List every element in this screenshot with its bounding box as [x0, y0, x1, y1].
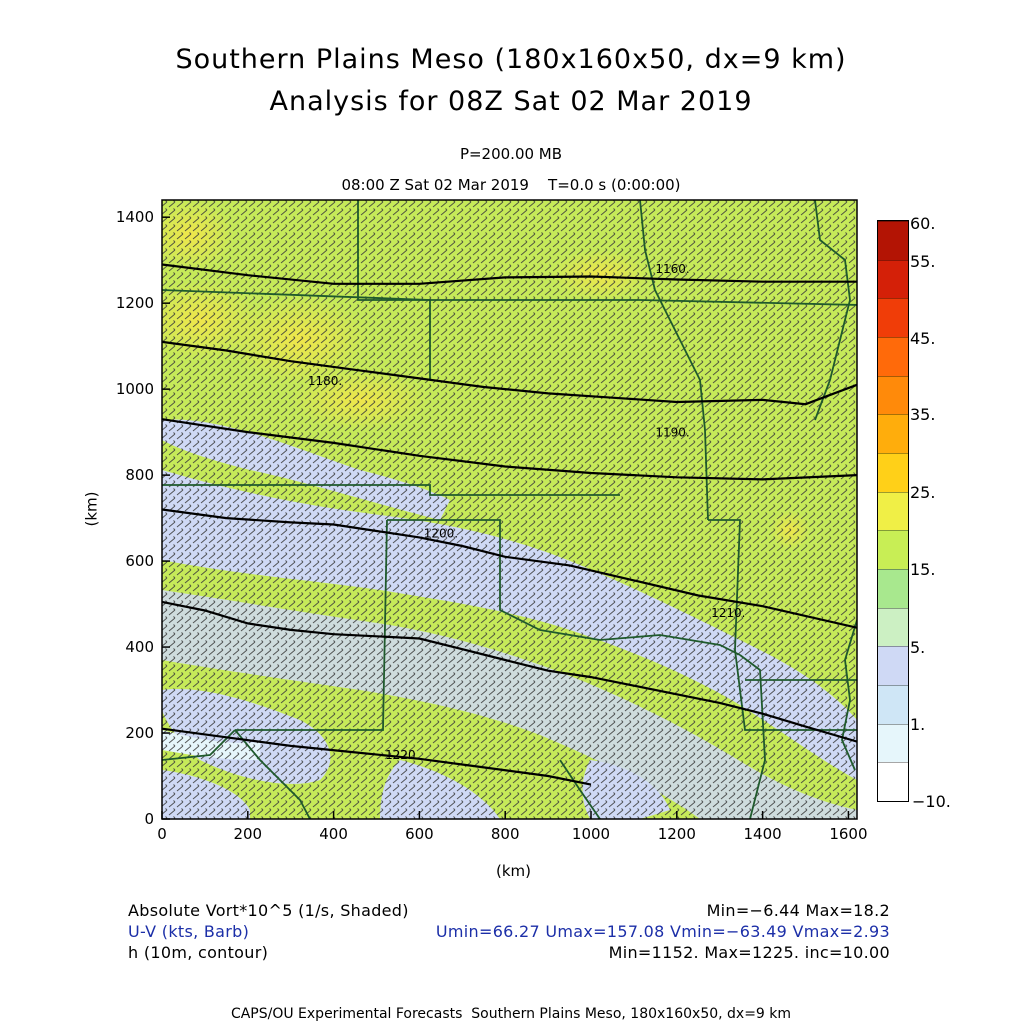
y-tick-label: 600: [125, 552, 154, 571]
axis-ticks: [161, 216, 850, 820]
field2-name: U-V (kts, Barb): [128, 922, 250, 941]
analysis-subtitle: Analysis for 08Z Sat 02 Mar 2019: [269, 86, 753, 117]
colorbar-label: 5.: [910, 638, 926, 657]
pressure-level: P=200.00 MB: [459, 145, 563, 163]
field1-stats: Min=−6.44 Max=18.2: [706, 901, 890, 920]
contour-label: 1190.: [655, 425, 689, 439]
field1-name: Absolute Vort*10^5 (1/s, Shaded): [128, 901, 409, 920]
x-axis-title: (km): [496, 862, 532, 880]
contour-label: 1220.: [385, 748, 419, 762]
colorbar-label: 15.: [910, 560, 936, 579]
contour-label: 1180.: [308, 374, 342, 388]
y-axis-title: (km): [82, 491, 101, 527]
colorbar-segment: [878, 452, 908, 492]
colorbar-label: 25.: [910, 483, 936, 502]
y-tick-label: 1200: [115, 294, 154, 313]
colorbar-segment: [878, 684, 908, 724]
colorbar-segment: [878, 762, 908, 801]
contour-label: 1210.: [711, 606, 745, 620]
vorticity-shading: [162, 200, 857, 819]
contour-label: 1160.: [655, 262, 689, 276]
height-contour-line: [162, 263, 857, 285]
footer-credit: CAPS/OU Experimental Forecasts Southern …: [230, 1006, 792, 1022]
colorbar-segment: [878, 646, 908, 685]
state-boundaries: [162, 200, 857, 819]
contour-label: 1200.: [424, 526, 458, 540]
y-tick-label: 800: [125, 466, 154, 485]
height-contour-line: [162, 418, 857, 481]
y-tick-label: 1400: [115, 208, 154, 227]
field3-name: h (10m, contour): [128, 943, 269, 962]
x-tick-label: 1400: [743, 825, 782, 843]
x-tick-label: 1000: [571, 825, 611, 843]
plot-frame: [161, 199, 858, 820]
colorbar-segment: [878, 607, 908, 647]
colorbar-segment: [878, 491, 908, 531]
main-title: Southern Plains Meso (180x160x50, dx=9 k…: [175, 44, 847, 75]
x-tick-label: 1600: [829, 825, 868, 843]
field3-stats: Min=1152. Max=1225. inc=10.00: [608, 943, 890, 962]
y-tick-label: 0: [144, 810, 154, 828]
x-tick-label: 0: [157, 825, 167, 843]
colorbar-segment: [878, 568, 908, 608]
colorbar-segment: [878, 414, 908, 453]
y-tick-label: 400: [125, 638, 154, 657]
field2-stats: Umin=66.27 Umax=157.08 Vmin=−63.49 Vmax=…: [435, 922, 890, 941]
height-contour-line: [162, 340, 857, 406]
colorbar-segment: [878, 375, 908, 415]
colorbar-label: 35.: [910, 405, 936, 424]
y-tick-label: 1000: [115, 380, 154, 399]
height-contour-line: [162, 727, 592, 786]
x-tick-label: 1200: [657, 825, 696, 843]
colorbar-segment: [878, 723, 908, 763]
colorbar-label: −10.: [912, 792, 951, 811]
colorbar-label: 45.: [910, 329, 936, 348]
x-tick-label: 600: [405, 825, 434, 843]
colorbar-segment: [878, 336, 908, 376]
height-contour-line: [162, 600, 857, 743]
colorbar-label: 1.: [910, 715, 926, 734]
colorbar-label: 55.: [910, 252, 936, 271]
x-tick-label: 400: [319, 825, 348, 843]
colorbar-segment: [878, 298, 908, 337]
x-tick-label: 200: [233, 825, 263, 843]
y-tick-label: 200: [125, 724, 154, 743]
time-line: 08:00 Z Sat 02 Mar 2019 T=0.0 s (0:00:00…: [341, 176, 681, 194]
colorbar-segment: [878, 259, 908, 299]
colorbar: [877, 220, 909, 802]
colorbar-segment: [878, 221, 908, 260]
height-contours: 1160. 1180. 1190. 1200. 1210. 1220.: [162, 262, 857, 786]
colorbar-label: 60.: [910, 214, 936, 233]
x-tick-label: 800: [490, 825, 520, 843]
height-contour-line: [162, 508, 857, 629]
colorbar-segment: [878, 530, 908, 569]
